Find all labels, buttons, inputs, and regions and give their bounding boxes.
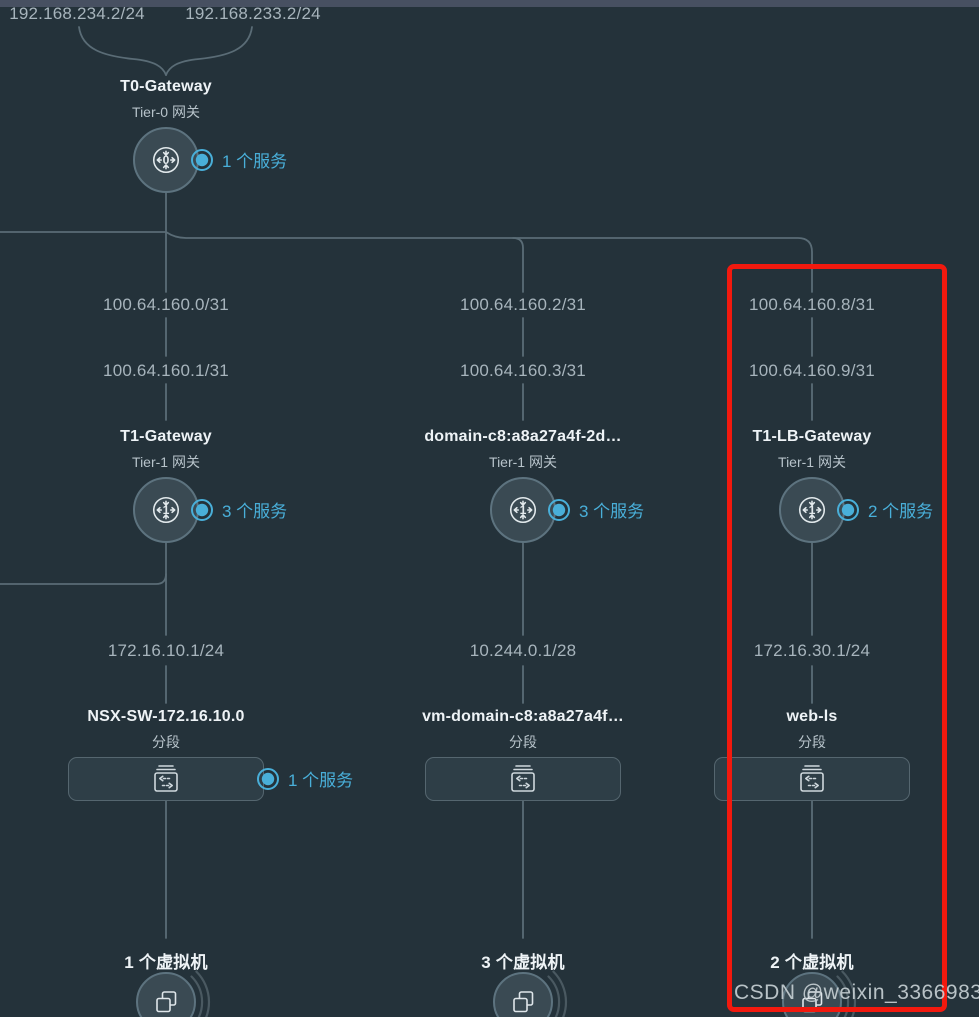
t1-gateway-title: T1-Gateway — [120, 428, 212, 445]
service-count-donut-icon — [548, 498, 570, 521]
tier1-icon-digit: 1 — [163, 503, 170, 517]
t1-services-badge[interactable]: 3 个服务 — [547, 497, 644, 522]
tier1-icon-digit: 1 — [809, 503, 816, 517]
segment-box[interactable] — [425, 757, 621, 801]
vm-group-circle[interactable] — [493, 972, 553, 1017]
vm-stack-ripple — [190, 970, 857, 1017]
t0-gateway-title: T0-Gateway — [120, 78, 212, 95]
segment-title: vm-domain-c8:a8a27a4f… — [422, 708, 624, 725]
tier1-gateway-icon: 1 — [509, 496, 537, 524]
tier0-icon-digit: 0 — [163, 153, 170, 167]
t1-gateway-title: T1-LB-Gateway — [752, 428, 872, 445]
segment-gateway-ip-label: 10.244.0.1/28 — [469, 641, 577, 660]
tier1-gateway-icon: 1 — [152, 496, 180, 524]
t1-gateway-circle[interactable]: 1 — [133, 477, 199, 543]
t1-gateway-title: domain-c8:a8a27a4f-2d… — [424, 428, 622, 445]
t1-services-label: 2 个服务 — [868, 502, 934, 521]
service-count-donut-icon — [257, 767, 279, 790]
tier0-gateway-icon: 0 — [152, 146, 180, 174]
t0-services-label: 1 个服务 — [222, 152, 288, 171]
t1-downlink-ip-label: 100.64.160.1/31 — [103, 361, 229, 380]
topology-column: 100.64.160.8/31 100.64.160.9/31 T1-LB-Ga… — [682, 0, 942, 1017]
segment-gateway-ip-label: 172.16.30.1/24 — [753, 641, 871, 660]
service-count-donut-icon — [191, 148, 213, 171]
t1-services-badge[interactable]: 3 个服务 — [190, 497, 287, 522]
t0-uplink-ip-left: 192.168.234.2/24 — [9, 4, 145, 23]
t0-services-badge[interactable]: 1 个服务 — [190, 147, 287, 172]
segment-title: web-ls — [786, 708, 838, 725]
segment-type-label: 分段 — [798, 734, 826, 750]
segment-services-label: 1 个服务 — [288, 771, 354, 790]
segment-gateway-ip-label: 172.16.10.1/24 — [107, 641, 225, 660]
segment-switch-icon — [800, 765, 824, 792]
segment-type-label: 分段 — [152, 734, 180, 750]
service-count-donut-icon — [837, 498, 859, 521]
topology-column: 100.64.160.0/31 100.64.160.1/31 T1-Gatew… — [36, 0, 353, 1017]
service-count-donut-icon — [191, 498, 213, 521]
t1-gateway-type-label: Tier-1 网关 — [489, 454, 557, 470]
topology-column: 100.64.160.2/31 100.64.160.3/31 domain-c… — [393, 0, 653, 1017]
t1-services-label: 3 个服务 — [579, 502, 645, 521]
t1-downlink-ip-label: 100.64.160.9/31 — [749, 361, 875, 380]
tier1-gateway-icon: 1 — [798, 496, 826, 524]
segment-title: NSX-SW-172.16.10.0 — [87, 708, 245, 725]
t0-gateway-circle[interactable]: 0 — [133, 127, 199, 193]
segment-box[interactable] — [68, 757, 264, 801]
vm-group-circle[interactable] — [136, 972, 196, 1017]
vm-count-label: 3 个虚拟机 — [481, 953, 565, 972]
t1-services-badge[interactable]: 2 个服务 — [836, 497, 933, 522]
t0-gateway-type-label: Tier-0 网关 — [132, 104, 200, 120]
vm-count-label: 2 个虚拟机 — [770, 953, 854, 972]
t0-uplink-ip-right: 192.168.233.2/24 — [185, 4, 321, 23]
segment-switch-icon — [511, 765, 535, 792]
t1-uplink-ip-label: 100.64.160.0/31 — [103, 295, 229, 314]
t1-gateway-type-label: Tier-1 网关 — [132, 454, 200, 470]
t1-uplink-ip-label: 100.64.160.2/31 — [460, 295, 586, 314]
segment-type-label: 分段 — [509, 734, 537, 750]
t1-gateway-type-label: Tier-1 网关 — [778, 454, 846, 470]
tier1-icon-digit: 1 — [520, 503, 527, 517]
virtual-machine-icon — [513, 991, 534, 1013]
virtual-machine-icon — [156, 991, 177, 1013]
t1-services-label: 3 个服务 — [222, 502, 288, 521]
top-toolbar-edge — [0, 0, 979, 7]
segment-box[interactable] — [714, 757, 910, 801]
segment-switch-icon — [154, 765, 178, 792]
t1-downlink-ip-label: 100.64.160.3/31 — [460, 361, 586, 380]
vm-count-label: 1 个虚拟机 — [124, 953, 208, 972]
t1-uplink-ip-label: 100.64.160.8/31 — [749, 295, 875, 314]
segment-services-badge[interactable]: 1 个服务 — [256, 766, 353, 791]
watermark: CSDN @weixin_33669839 — [734, 981, 979, 1004]
